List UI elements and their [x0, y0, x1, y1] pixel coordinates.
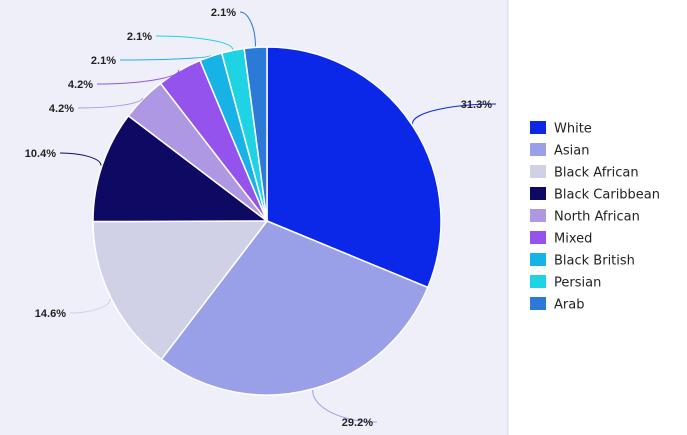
legend-label-asian: Asian: [554, 144, 589, 159]
leader-line-north-african: [77, 97, 144, 109]
legend-swatch-mixed: [530, 231, 546, 244]
data-label-mixed: 4.2%: [68, 79, 93, 91]
leader-line-black-caribbean: [59, 152, 102, 166]
pie-slice-asian[interactable]: [160, 220, 429, 396]
data-label-persian: 2.1%: [127, 31, 152, 43]
legend-label-arab: Arab: [554, 298, 584, 313]
data-label-black-african: 14.6%: [35, 308, 66, 320]
legend-label-persian: Persian: [554, 276, 601, 291]
legend-label-north-african: North African: [554, 210, 640, 225]
legend-swatch-black-african: [530, 165, 546, 178]
legend-swatch-arab: [530, 297, 546, 310]
data-label-arab: 2.1%: [211, 7, 236, 19]
legend: White Asian Black African Black Caribbean No…: [530, 121, 660, 313]
legend-label-white: White: [554, 122, 592, 137]
leader-line-mixed: [96, 69, 180, 85]
legend-label-black-caribbean: Black Caribbean: [554, 188, 660, 203]
data-label-asian: 29.2%: [342, 417, 373, 429]
data-label-north-african: 4.2%: [49, 103, 74, 115]
legend-label-black-african: Black African: [554, 166, 639, 181]
leader-lines: [59, 11, 497, 423]
legend-swatch-black-british: [530, 253, 546, 266]
leader-line-white: [412, 103, 497, 124]
leader-line-persian: [155, 35, 234, 50]
pie-slice-black-african[interactable]: [92, 220, 269, 361]
legend-swatch-north-african: [530, 209, 546, 222]
legend-label-black-british: Black British: [554, 254, 635, 269]
leader-line-asian: [312, 389, 378, 423]
legend-swatch-asian: [530, 143, 546, 156]
pie-slice-black-caribbean[interactable]: [92, 114, 270, 223]
data-labels: 31.3% 29.2% 14.6% 10.4% 4.2% 4.2% 2.1% 2.1% 2.1%: [25, 7, 492, 429]
legend-swatch-black-caribbean: [530, 187, 546, 200]
legend-swatch-white: [530, 121, 546, 134]
leader-line-arab: [239, 11, 256, 47]
data-label-black-caribbean: 10.4%: [25, 148, 56, 160]
data-label-white: 31.3%: [461, 99, 492, 111]
data-label-black-british: 2.1%: [91, 55, 116, 67]
leader-line-black-african: [69, 298, 111, 314]
leader-line-black-british: [119, 54, 211, 61]
pie-slices: [92, 46, 442, 396]
pie-slice-white[interactable]: [266, 46, 442, 289]
legend-label-mixed: Mixed: [554, 232, 592, 247]
legend-swatch-persian: [530, 275, 546, 288]
pie-slice-arab[interactable]: [243, 46, 268, 222]
